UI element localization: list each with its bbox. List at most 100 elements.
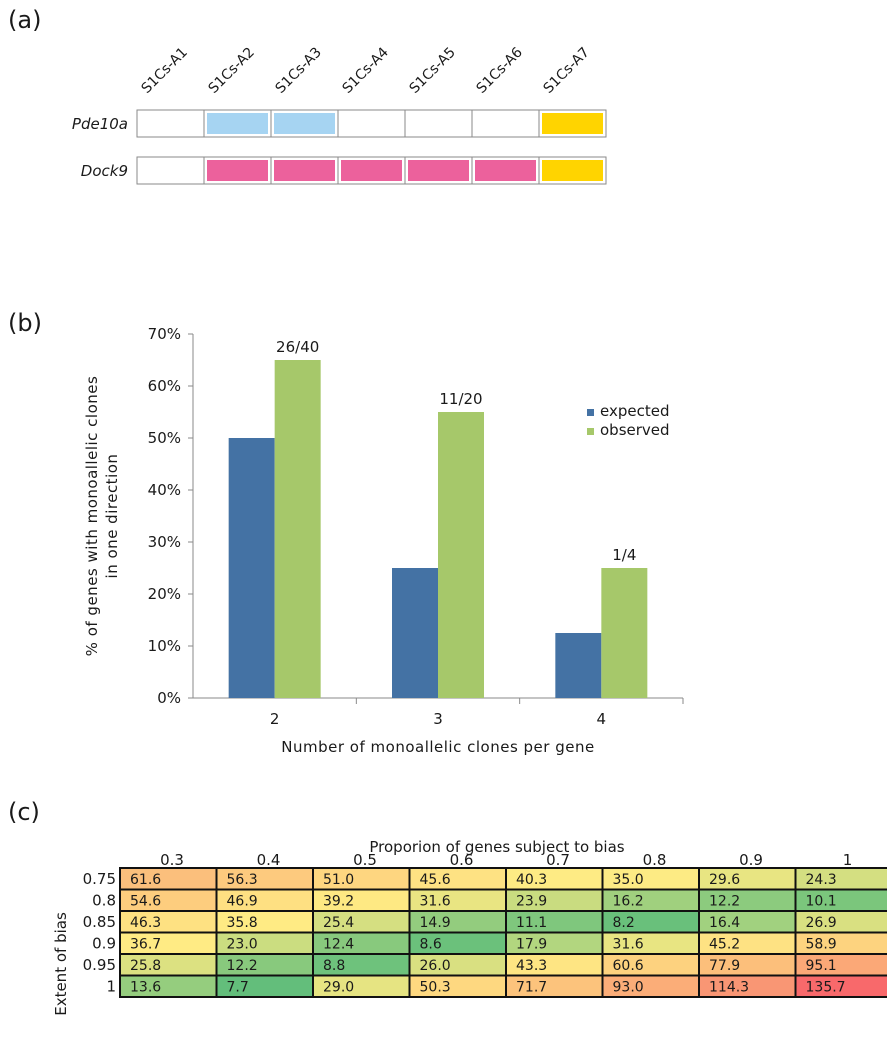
heatmap-value: 23.9 xyxy=(516,894,547,910)
grid-cell-border xyxy=(337,109,406,138)
heatmap-value: 25.4 xyxy=(323,915,354,931)
y-axis-title: % of genes with monoallelic clones xyxy=(83,376,101,657)
heatmap-value: 35.8 xyxy=(227,915,258,931)
heatmap-row-label: 0.75 xyxy=(83,870,116,888)
heatmap-value: 36.7 xyxy=(130,937,161,953)
heatmap-value: 46.3 xyxy=(130,915,161,931)
grid-cell-fill xyxy=(341,160,402,181)
heatmap-value: 71.7 xyxy=(516,980,547,996)
x-tick-label: 2 xyxy=(270,710,280,728)
heatmap-column-label: 0.6 xyxy=(450,851,474,869)
heatmap-value: 93.0 xyxy=(613,980,644,996)
heatmap-value: 7.7 xyxy=(227,980,249,996)
heatmap-value: 12.2 xyxy=(709,894,740,910)
grid-cell-fill xyxy=(408,160,469,181)
heatmap-value: 31.6 xyxy=(420,894,451,910)
heatmap-value: 50.3 xyxy=(420,980,451,996)
heatmap-value: 43.3 xyxy=(516,958,547,974)
heatmap-y-axis-title: Extent of bias xyxy=(52,912,70,1016)
gene-label: Pde10a xyxy=(72,115,128,133)
heatmap-value: 10.1 xyxy=(806,894,837,910)
grid-cell-fill xyxy=(274,113,335,134)
heatmap-value: 17.9 xyxy=(516,937,547,953)
heatmap-row-label: 1 xyxy=(106,978,116,996)
bar-expected xyxy=(555,633,602,698)
heatmap-value: 8.6 xyxy=(420,937,442,953)
heatmap-value: 29.0 xyxy=(323,980,354,996)
grid-cell-border xyxy=(404,109,473,138)
clone-status-grid: S1Cs-A1 S1Cs-A2 S1Cs-A3 S1Cs-A4 S1Cs-A5 S1Cs-… xyxy=(72,44,607,185)
heatmap-value: 77.9 xyxy=(709,958,740,974)
bar-count-label: 11/20 xyxy=(439,390,482,408)
grid-cell-fill xyxy=(542,113,603,134)
grid-cell-fill xyxy=(207,113,268,134)
heatmap-value: 14.9 xyxy=(420,915,451,931)
heatmap-value: 114.3 xyxy=(709,980,749,996)
heatmap-value: 40.3 xyxy=(516,872,547,888)
heatmap-column-label: 0.7 xyxy=(546,851,570,869)
y-axis-title: in one direction xyxy=(103,454,121,579)
legend-label-expected: expected xyxy=(600,402,669,420)
grid-cell-fill xyxy=(475,160,536,181)
heatmap-column-label: 0.4 xyxy=(257,851,281,869)
heatmap-column-label: 0.9 xyxy=(739,851,763,869)
gene-label: Dock9 xyxy=(81,162,128,180)
legend-swatch-expected xyxy=(587,409,594,416)
monoallelic-bar-chart: 0% 10% 20% 30% 40% 50% 60% 70% 2 26/40 3 11/20 4 1/4 N… xyxy=(83,325,684,756)
heatmap-row-label: 0.85 xyxy=(83,913,116,931)
heatmap-value: 95.1 xyxy=(806,958,837,974)
y-tick-label: 10% xyxy=(148,637,181,655)
legend-swatch-observed xyxy=(587,428,594,435)
grid-cell-border xyxy=(136,156,205,185)
panel-c-label: (c) xyxy=(8,798,40,826)
panel-a-label: (a) xyxy=(8,6,42,34)
heatmap-value: 46.9 xyxy=(227,894,258,910)
heatmap-value: 56.3 xyxy=(227,872,258,888)
bar-count-label: 26/40 xyxy=(276,338,319,356)
x-tick-label: 3 xyxy=(433,710,443,728)
heatmap-column-label: 0.8 xyxy=(643,851,667,869)
y-tick-label: 0% xyxy=(157,689,181,707)
heatmap-title: Proporion of genes subject to bias xyxy=(369,838,624,856)
y-tick-label: 60% xyxy=(148,377,181,395)
y-tick-label: 40% xyxy=(148,481,181,499)
heatmap-value: 135.7 xyxy=(806,980,846,996)
heatmap-value: 45.6 xyxy=(420,872,451,888)
heatmap-value: 58.9 xyxy=(806,937,837,953)
panel-b-label: (b) xyxy=(8,309,42,337)
heatmap-value: 31.6 xyxy=(613,937,644,953)
heatmap-value: 23.0 xyxy=(227,937,258,953)
heatmap-value: 24.3 xyxy=(806,872,837,888)
heatmap-row-label: 0.95 xyxy=(83,956,116,974)
heatmap-column-label: 1 xyxy=(843,851,853,869)
heatmap-value: 54.6 xyxy=(130,894,161,910)
heatmap-value: 11.1 xyxy=(516,915,547,931)
heatmap-value: 8.8 xyxy=(323,958,345,974)
heatmap-value: 12.4 xyxy=(323,937,354,953)
heatmap-value: 12.2 xyxy=(227,958,258,974)
x-tick-label: 4 xyxy=(597,710,607,728)
x-axis-title: Number of monoallelic clones per gene xyxy=(281,738,594,756)
heatmap-value: 39.2 xyxy=(323,894,354,910)
grid-cell-fill xyxy=(274,160,335,181)
heatmap-row-label: 0.9 xyxy=(92,935,116,953)
heatmap-value: 13.6 xyxy=(130,980,161,996)
grid-cell-border xyxy=(136,109,205,138)
heatmap-value: 61.6 xyxy=(130,872,161,888)
heatmap-value: 29.6 xyxy=(709,872,740,888)
heatmap-value: 25.8 xyxy=(130,958,161,974)
grid-cell-fill xyxy=(207,160,268,181)
bar-observed xyxy=(274,360,321,698)
y-tick-label: 30% xyxy=(148,533,181,551)
heatmap-value: 8.2 xyxy=(613,915,635,931)
heatmap-cell xyxy=(794,974,887,998)
bar-observed xyxy=(438,412,484,698)
heatmap-value: 51.0 xyxy=(323,872,354,888)
heatmap-value: 16.2 xyxy=(613,894,644,910)
heatmap-value: 26.0 xyxy=(420,958,451,974)
bar-observed xyxy=(601,568,648,698)
heatmap-row-label: 0.8 xyxy=(92,892,116,910)
bar-expected xyxy=(392,568,438,698)
heatmap-value: 26.9 xyxy=(806,915,837,931)
heatmap-column-label: 0.3 xyxy=(160,851,184,869)
